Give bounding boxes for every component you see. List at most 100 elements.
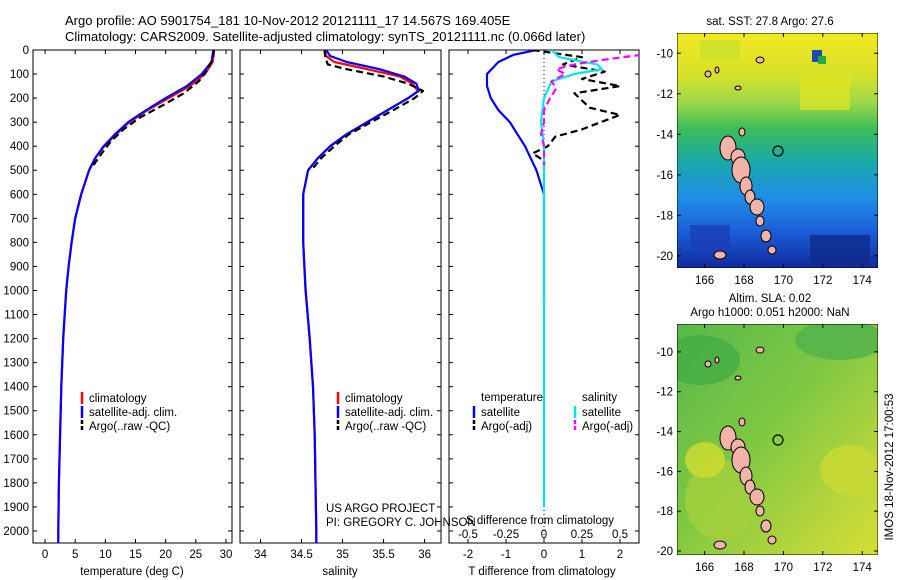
- map-y-tick-label: -20: [656, 546, 673, 558]
- sst-patch: [818, 56, 826, 64]
- depth-tick-label: 100: [10, 69, 29, 81]
- map-y-tick-label: -20: [656, 251, 673, 263]
- map-x-tick-label: 170: [774, 275, 793, 287]
- sst-map-title: sat. SST: 27.8 Argo: 27.6: [706, 16, 833, 28]
- x-tick-label: -1: [501, 549, 511, 561]
- depth-tick-label: 1000: [3, 285, 29, 297]
- t-difference-axis-label: T difference from climatology: [468, 566, 615, 578]
- map-x-tick-label: 166: [695, 562, 714, 574]
- project-credit-line2: PI: GREGORY C. JOHNSON: [326, 517, 476, 529]
- map-x-tick-label: 172: [813, 562, 832, 574]
- series-line-temperature-argo-adj-: [531, 50, 622, 168]
- project-credit-line1: US ARGO PROJECT: [326, 503, 435, 515]
- argo-position-marker: [772, 145, 784, 157]
- legend-label-satellite: satellite-adj. clim.: [89, 407, 177, 419]
- salinity-x-axis: 34 34.5 35 35.5 36: [254, 50, 431, 561]
- depth-tick-label: 1700: [3, 454, 29, 466]
- depth-tick-label: 1600: [3, 430, 29, 442]
- sla-patch: [685, 442, 725, 478]
- s-difference-axis-label: S difference from climatology: [466, 515, 614, 527]
- island-outline: [760, 229, 772, 243]
- depth-tick-label: 1500: [3, 406, 29, 418]
- island-outline: [714, 356, 720, 364]
- series-line-satellite-adj-clim-: [57, 50, 215, 543]
- x-tick-label: 36: [418, 549, 431, 561]
- x-tick-label: 15: [129, 549, 142, 561]
- island-outline: [704, 360, 712, 368]
- temperature-plot: [57, 50, 215, 543]
- series-line-argo-raw-qc-: [92, 50, 215, 167]
- sst-patch: [700, 40, 740, 60]
- x-tick-label: 30: [220, 549, 233, 561]
- island-outline: [755, 215, 765, 227]
- map-x-tick-label: 174: [853, 275, 873, 287]
- map-x-tick-label: 166: [695, 275, 714, 287]
- argo-position-marker: [772, 434, 784, 446]
- x-tick-label: -2: [463, 549, 473, 561]
- depth-axis: 0 100 200 300 400 500 600 700 800 900 1000 1100 1200…: [3, 45, 639, 538]
- x-tick-label: 1: [579, 549, 585, 561]
- map-y-tick-label: -12: [656, 89, 673, 101]
- series-line-salinity-satellite: [539, 50, 603, 507]
- legend-label-t-argo: Argo(-adj): [481, 421, 532, 433]
- map-y-tick-label: -10: [656, 48, 673, 60]
- sst-map-axes: 166 168 170 172 174 -10 -12 -14 -16 -18 -20: [656, 33, 878, 287]
- s-tick-label: -0.5: [458, 529, 478, 541]
- s-tick-label: 0.25: [571, 529, 593, 541]
- depth-tick-label: 300: [10, 117, 29, 129]
- temperature-axis-label: temperature (deg C): [80, 566, 184, 578]
- figure-title-line1: Argo profile: AO 5901754_181 10-Nov-2012…: [65, 13, 511, 28]
- depth-tick-label: 1100: [4, 310, 29, 322]
- map-y-tick-label: -14: [656, 427, 673, 439]
- legend-label-climatology: climatology: [345, 393, 403, 405]
- island-outline: [704, 70, 712, 78]
- sla-map-islands: [704, 346, 777, 550]
- x-tick-label: 34.5: [290, 549, 312, 561]
- depth-tick-label: 0: [23, 45, 29, 57]
- island-outline: [755, 346, 765, 354]
- island-outline: [749, 198, 765, 216]
- island-outline: [749, 488, 765, 506]
- depth-tick-label: 1400: [3, 382, 29, 394]
- island-outline: [755, 56, 765, 64]
- island-outline: [760, 519, 772, 533]
- s-tick-label: 0.5: [612, 529, 628, 541]
- figure-title-line2: Climatology: CARS2009. Satellite-adjuste…: [65, 29, 585, 44]
- island-outline: [738, 127, 746, 137]
- sla-patch: [685, 460, 755, 540]
- depth-tick-label: 2000: [3, 526, 29, 538]
- depth-tick-label: 200: [10, 93, 29, 105]
- island-outline: [714, 66, 720, 74]
- x-tick-label: 0: [541, 549, 547, 561]
- sla-map-title-line2: Argo h1000: 0.051 h2000: NaN: [690, 307, 849, 319]
- depth-tick-label: 1800: [3, 478, 29, 490]
- x-tick-label: 0: [42, 549, 48, 561]
- sst-patch: [812, 50, 822, 62]
- x-tick-label: 20: [159, 549, 172, 561]
- sla-map-axes: 166 168 170 172 174 -10 -12 -14 -16 -18 -20: [656, 324, 878, 574]
- legend-label-satellite: satellite-adj. clim.: [345, 407, 433, 419]
- depth-tick-label: 700: [10, 213, 29, 225]
- island-outline: [767, 245, 777, 255]
- series-line-climatology: [57, 50, 215, 543]
- legend-label-t-satellite: satellite: [481, 407, 520, 419]
- island-outline: [713, 540, 727, 550]
- map-y-tick-label: -18: [656, 506, 673, 518]
- x-tick-label: 34: [254, 549, 267, 561]
- x-tick-label: 10: [99, 549, 112, 561]
- s-tick-label: 0: [541, 529, 547, 541]
- depth-tick-label: 1300: [3, 358, 29, 370]
- island-outline: [755, 505, 765, 517]
- depth-tick-label: 900: [10, 261, 29, 273]
- island-outline: [767, 535, 777, 545]
- map-y-tick-label: -16: [656, 466, 673, 478]
- sst-map-islands: [704, 56, 777, 260]
- imos-timestamp: IMOS 18-Nov-2012 17:00:53: [884, 393, 896, 540]
- map-y-tick-label: -12: [656, 387, 673, 399]
- legend-label-s-argo: Argo(-adj): [582, 421, 633, 433]
- map-x-tick-label: 168: [734, 275, 753, 287]
- salinity-legend: climatology satellite-adj. clim. Argo(..…: [336, 392, 433, 433]
- depth-tick-label: 800: [10, 237, 29, 249]
- difference-legend: temperature salinity satellite Argo(-adj…: [472, 392, 633, 433]
